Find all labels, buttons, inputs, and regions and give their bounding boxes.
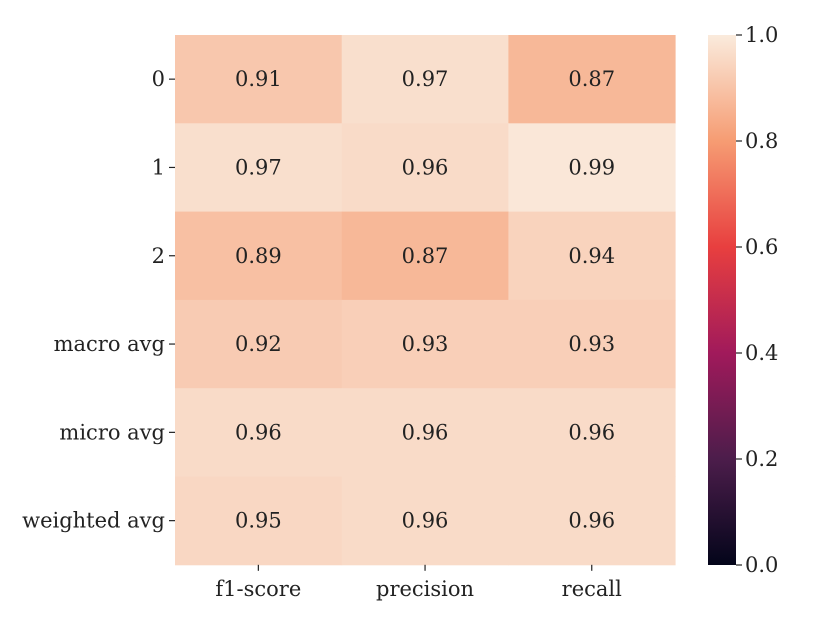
heatmap-cell-r0-c0 (175, 35, 343, 124)
colorbar-tick-label: 0.4 (745, 341, 778, 365)
heatmap-cell-r0-c1 (341, 35, 509, 124)
cell-value-label: 0.97 (235, 155, 282, 179)
cell-value-label: 0.96 (402, 155, 449, 179)
heatmap-cell-r4-c2 (508, 388, 676, 477)
colorbar-tick-label: 0.0 (745, 553, 778, 577)
cell-value-label: 0.96 (402, 509, 449, 533)
cell-value-label: 0.97 (402, 67, 449, 91)
cell-value-label: 0.96 (568, 420, 615, 444)
colorbar-gradient (708, 35, 736, 565)
heatmap-cell-r1-c1 (341, 123, 509, 213)
heatmap-cell-r5-c0 (175, 476, 343, 566)
cell-value-label: 0.94 (568, 244, 615, 268)
colorbar-tick-label: 0.6 (745, 235, 778, 259)
cell-value-label: 0.96 (568, 509, 615, 533)
heatmap-cell-r2-c1 (341, 211, 509, 301)
heatmap-cell-r5-c2 (508, 476, 676, 566)
cell-value-label: 0.99 (568, 155, 615, 179)
y-tick-label: weighted avg (22, 509, 165, 533)
cell-value-label: 0.93 (568, 332, 615, 356)
heatmap-cell-r3-c2 (508, 299, 676, 389)
cell-value-label: 0.96 (402, 420, 449, 444)
y-tick-label: micro avg (59, 420, 165, 444)
cell-value-label: 0.87 (568, 67, 615, 91)
y-tick-label: 2 (152, 244, 165, 268)
cell-value-label: 0.96 (235, 420, 282, 444)
heatmap-cell-r0-c2 (508, 35, 676, 124)
heatmap-cell-r3-c1 (341, 299, 509, 389)
x-tick-label: f1-score (215, 577, 301, 601)
heatmap-cell-r4-c0 (175, 388, 343, 477)
y-axis: 0 1 2 macro avg micro avg weighted avg (22, 67, 175, 533)
y-tick-label: macro avg (54, 332, 165, 356)
colorbar-tick-label: 0.8 (745, 129, 778, 153)
x-tick-label: precision (376, 577, 474, 601)
heatmap-cell-r1-c0 (175, 123, 343, 213)
cell-value-label: 0.89 (235, 244, 282, 268)
heatmap-cell-r4-c1 (341, 388, 509, 477)
heatmap-annotations: 0.91 0.97 0.87 0.97 0.96 0.99 0.89 0.87 0.94 0.92… (235, 67, 615, 533)
heatmap-cell-r5-c1 (341, 476, 509, 566)
heatmap-cell-r1-c2 (508, 123, 676, 213)
colorbar-tick-label: 1.0 (745, 23, 778, 47)
colorbar-tick-label: 0.2 (745, 447, 778, 471)
cell-value-label: 0.93 (402, 332, 449, 356)
cell-value-label: 0.87 (402, 244, 449, 268)
y-tick-label: 0 (152, 67, 165, 91)
x-axis: f1-score precision recall (215, 564, 622, 601)
heatmap-cell-r2-c0 (175, 211, 343, 301)
cell-value-label: 0.92 (235, 332, 282, 356)
heatmap-cell-r3-c0 (175, 299, 343, 389)
colorbar: 0.0 0.2 0.4 0.6 0.8 1.0 (708, 23, 778, 577)
cell-value-label: 0.95 (235, 509, 282, 533)
cell-value-label: 0.91 (235, 67, 282, 91)
x-tick-label: recall (562, 577, 622, 601)
heatmap-cells (175, 35, 676, 566)
heatmap-cell-r2-c2 (508, 211, 676, 301)
y-tick-label: 1 (152, 155, 165, 179)
